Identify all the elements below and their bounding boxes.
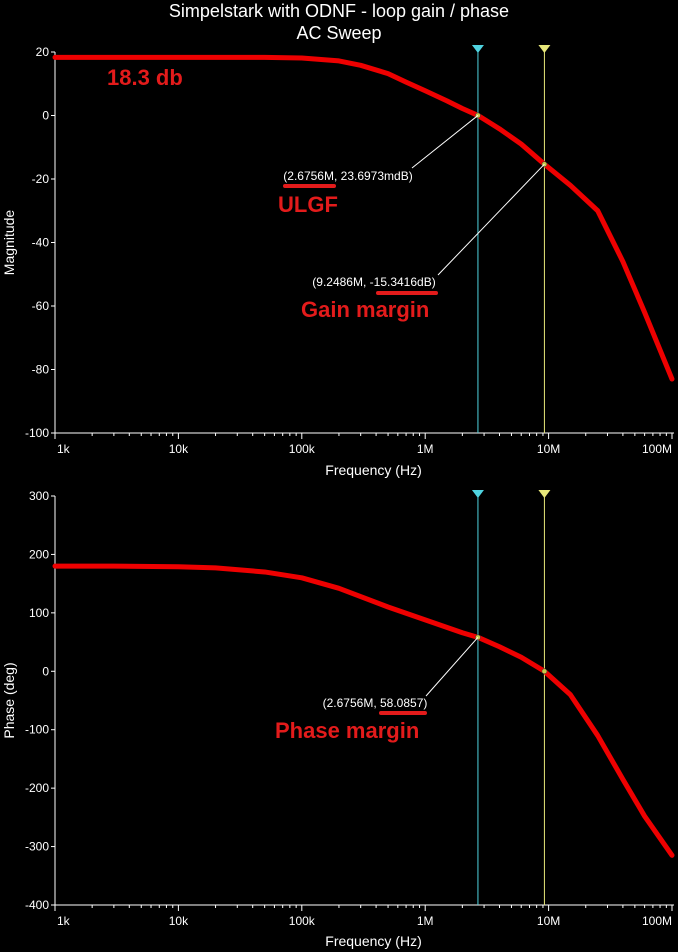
y-tick-label: -100 (25, 723, 49, 737)
y-tick-label: -300 (25, 840, 49, 854)
x-tick-label: 100M (642, 914, 672, 928)
x-tick-label: 1k (57, 442, 71, 456)
x-tick-label: 1M (417, 442, 434, 456)
y-tick-label: 300 (29, 489, 49, 503)
y-tick-label: -400 (25, 898, 49, 912)
x-tick-label: 100k (289, 442, 316, 456)
cursor-handle-2 (538, 490, 551, 498)
x-axis-title: Frequency (Hz) (325, 462, 421, 478)
y-tick-label: -20 (32, 172, 50, 186)
y-axis-title: Phase (deg) (1, 662, 17, 738)
plot-panel-1: 20 0 -20 -40 -60 -80 -100 1k 10k 100k 1M 10M 100M Fre… (1, 45, 675, 478)
leader-line-phase (425, 637, 479, 697)
cursor-readout-1: (2.6756M, 23.6973mdB) (283, 169, 412, 183)
y-tick-label: -100 (25, 426, 49, 440)
leader-line-2 (437, 163, 545, 276)
cursor-handle-1 (471, 45, 484, 53)
x-tick-label: 1M (417, 914, 434, 928)
cursor-readout-2: (9.2486M, -15.3416dB) (312, 275, 435, 289)
y-tick-label: 0 (42, 109, 49, 123)
x-tick-label: 10M (537, 442, 560, 456)
x-tick-label: 100k (289, 914, 316, 928)
leader-line-1 (411, 115, 479, 169)
x-axis-title: Frequency (Hz) (325, 933, 421, 949)
annotation-gain-margin: Gain margin (301, 297, 429, 322)
y-tick-label: -80 (32, 363, 50, 377)
plot-panel-2: 300 200 100 0 -100 -200 -300 -400 1k 10k 100k 1M 10M… (1, 489, 675, 949)
cursor-handle-2 (538, 45, 551, 53)
annotation-ulgf: ULGF (278, 192, 338, 217)
y-tick-label: 0 (42, 664, 49, 678)
y-tick-label: 20 (36, 45, 50, 59)
annotation-dc-gain: 18.3 db (107, 65, 183, 90)
annotation-phase-margin: Phase margin (275, 718, 419, 743)
chart-title: Simpelstark with ODNF - loop gain / phas… (168, 1, 510, 21)
y-axis-title: Magnitude (1, 210, 17, 276)
y-tick-label: -60 (32, 299, 50, 313)
cursor-point-2 (541, 668, 548, 675)
x-tick-label: 10k (169, 442, 189, 456)
y-tick-label: -200 (25, 781, 49, 795)
y-tick-label: 100 (29, 606, 49, 620)
chart-titles: Simpelstark with ODNF - loop gain / phas… (0, 0, 678, 44)
series-line-1 (52, 54, 675, 382)
series-line-1 (52, 563, 675, 858)
cursor-handle-1 (471, 490, 484, 498)
y-tick-label: 200 (29, 547, 49, 561)
y-tick-label: -40 (32, 236, 50, 250)
cursor-readout-phase: (2.6756M, 58.0857) (323, 696, 428, 710)
x-tick-label: 100M (642, 442, 672, 456)
x-tick-label: 1k (57, 914, 71, 928)
x-tick-label: 10M (537, 914, 560, 928)
chart-subtitle: AC Sweep (296, 23, 382, 43)
x-tick-label: 10k (169, 914, 189, 928)
